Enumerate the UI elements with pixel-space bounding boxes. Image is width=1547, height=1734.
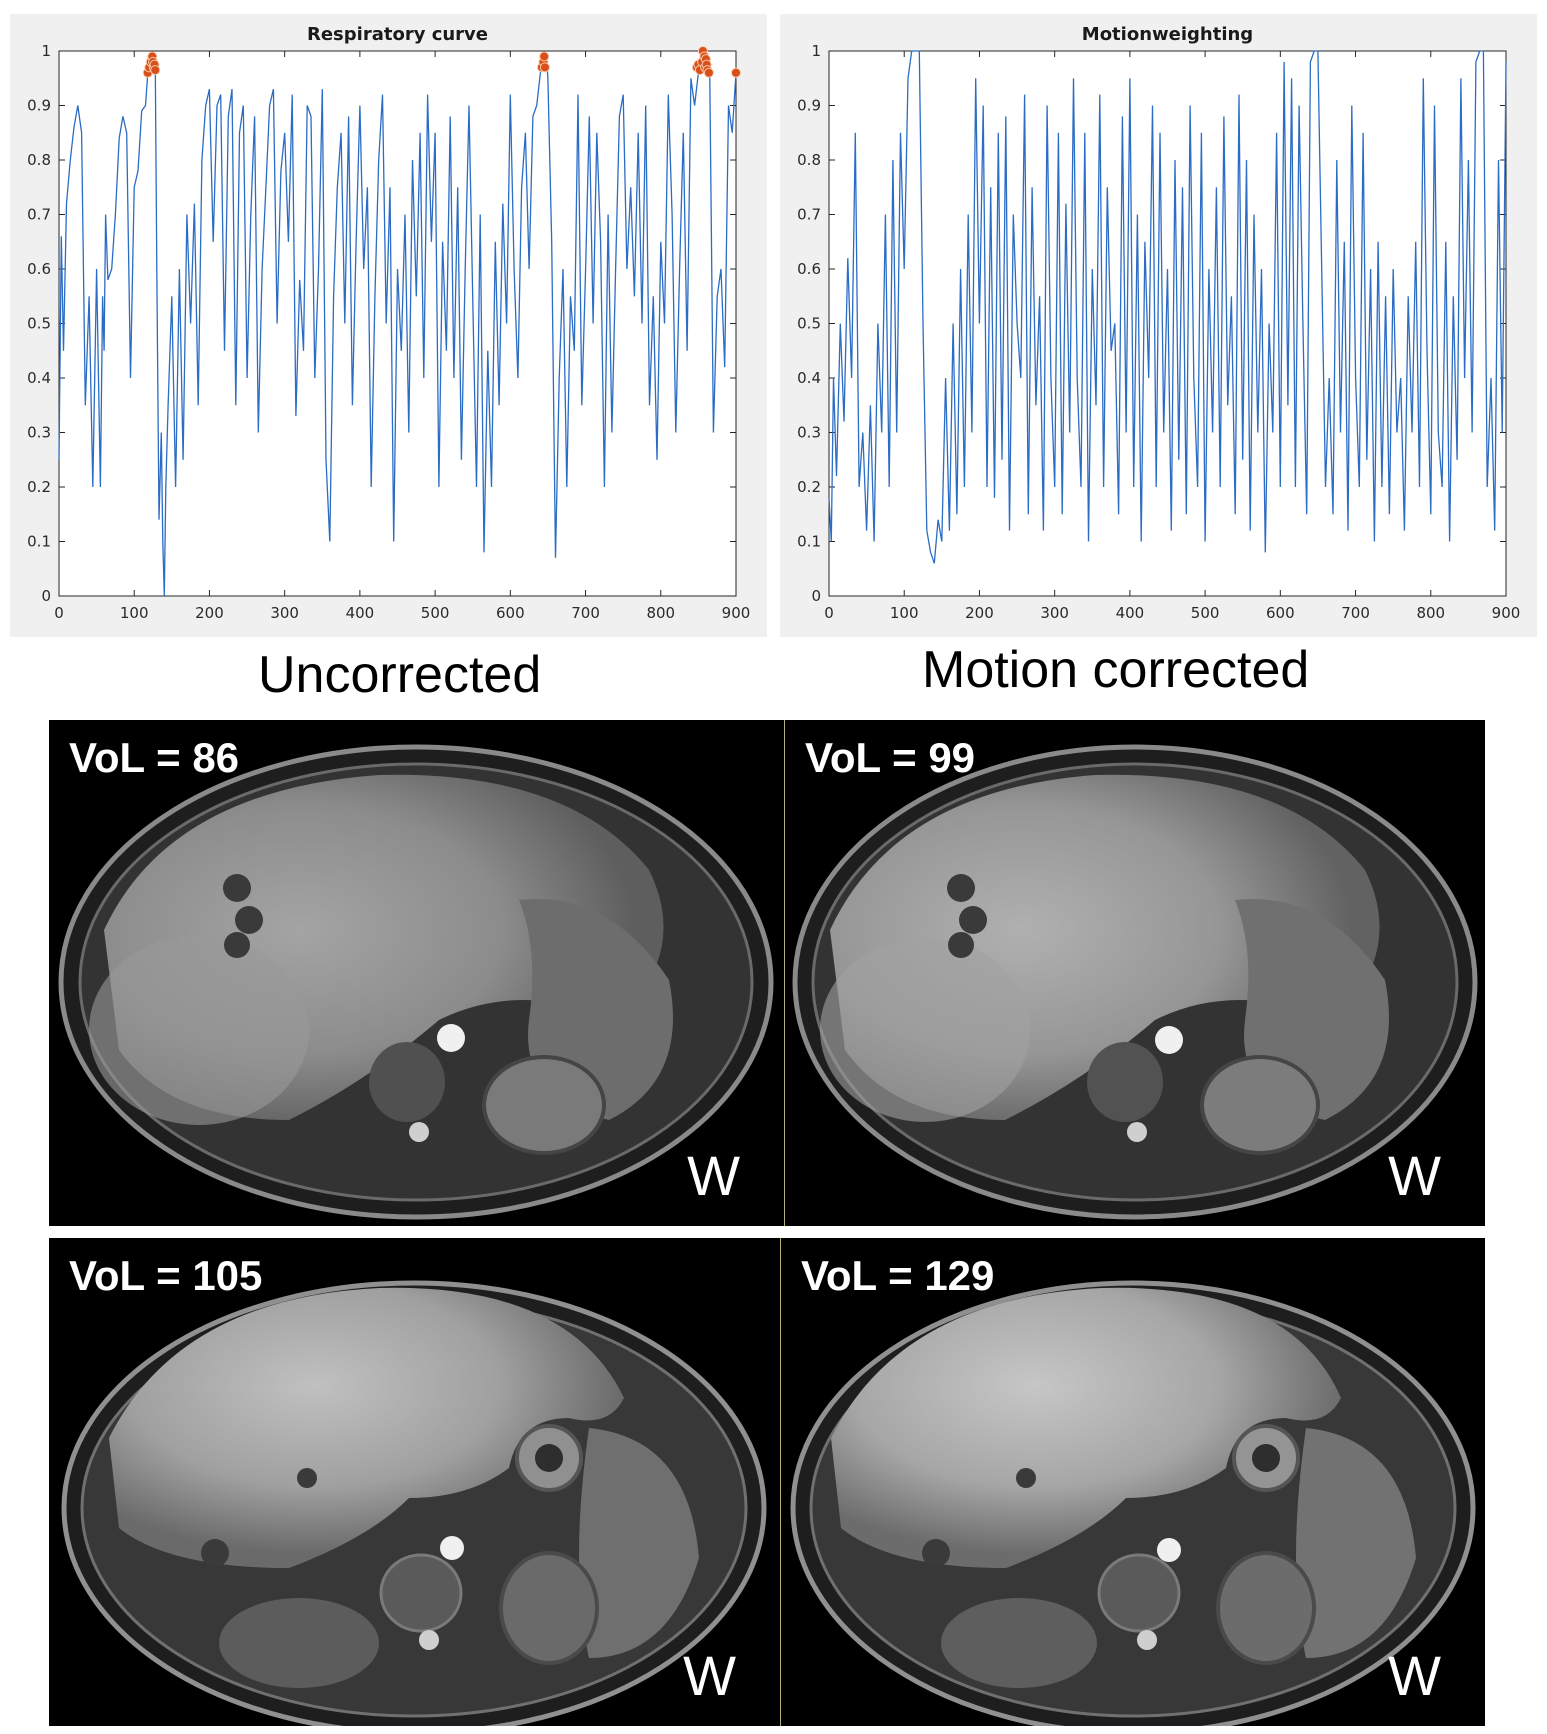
vol-label: VoL = 86 xyxy=(69,734,240,781)
mri-image-uncorrected-2: VoL = 105 W xyxy=(49,1238,780,1726)
x-tick-label: 600 xyxy=(1266,604,1295,622)
image-divider xyxy=(780,1238,781,1726)
y-tick-label: 0.9 xyxy=(27,97,51,115)
y-tick-label: 0.5 xyxy=(797,315,821,333)
y-tick-label: 0.8 xyxy=(27,151,51,169)
y-tick-label: 0 xyxy=(41,587,51,605)
w-label: W xyxy=(1388,1144,1441,1207)
x-tick-label: 900 xyxy=(1492,604,1521,622)
y-tick-label: 0.4 xyxy=(797,369,821,387)
x-tick-label: 100 xyxy=(890,604,919,622)
y-tick-label: 0.5 xyxy=(27,315,51,333)
mri-scan-image xyxy=(792,744,1478,1220)
chart-title: Respiratory curve xyxy=(307,24,488,45)
mri-scan-image xyxy=(790,1280,1476,1726)
chart-title: Motionweighting xyxy=(1082,24,1253,45)
x-tick-label: 900 xyxy=(722,604,751,622)
y-tick-label: 0.7 xyxy=(797,206,821,224)
plot-area xyxy=(58,50,737,597)
mri-scan-image xyxy=(61,1280,767,1726)
x-tick-label: 400 xyxy=(1116,604,1145,622)
y-tick-label: 0.4 xyxy=(27,369,51,387)
x-tick-label: 200 xyxy=(965,604,994,622)
w-label: W xyxy=(683,1644,736,1707)
y-tick-label: 1 xyxy=(41,42,51,60)
y-tick-label: 0.2 xyxy=(27,478,51,496)
y-tick-label: 0.6 xyxy=(797,260,821,278)
mri-row-2: VoL = 105 W VoL = 129 W xyxy=(49,1238,1485,1726)
x-tick-label: 500 xyxy=(1191,604,1220,622)
y-tick-label: 0.3 xyxy=(27,424,51,442)
x-tick-label: 800 xyxy=(1416,604,1445,622)
y-tick-label: 0.3 xyxy=(797,424,821,442)
motionweighting-chart: Motionweighting 0 0.1 0.2 0.3 0.4 0.5 0.6 0.7 0.8… xyxy=(797,24,1521,622)
y-tick-label: 0.8 xyxy=(797,151,821,169)
vol-label: VoL = 99 xyxy=(805,734,976,781)
x-tick-label: 600 xyxy=(496,604,525,622)
y-tick-label: 0.1 xyxy=(797,533,821,551)
x-tick-label: 200 xyxy=(195,604,224,622)
series-line xyxy=(58,54,737,597)
y-tick-label: 1 xyxy=(811,42,821,60)
mri-image-corrected-1: VoL = 99 W xyxy=(785,720,1485,1226)
respiratory-curve-panel: Respiratory curve 0 0.1 0.2 0.3 0.4 0.5 0.6 0.7 0… xyxy=(10,14,767,637)
y-tick-label: 0 xyxy=(811,587,821,605)
motion-corrected-heading: Motion corrected xyxy=(922,641,1310,699)
x-tick-label: 300 xyxy=(270,604,299,622)
y-tick-label: 0.2 xyxy=(797,478,821,496)
x-tick-label: 300 xyxy=(1040,604,1069,622)
x-tick-label: 700 xyxy=(571,604,600,622)
peak-marker xyxy=(731,67,741,78)
image-divider xyxy=(784,720,785,1226)
y-tick-label: 0.9 xyxy=(797,97,821,115)
y-tick-label: 0.6 xyxy=(27,260,51,278)
motionweighting-panel: Motionweighting 0 0.1 0.2 0.3 0.4 0.5 0.6 0.7 0.8… xyxy=(780,14,1537,637)
x-tick-label: 700 xyxy=(1341,604,1370,622)
vol-label: VoL = 129 xyxy=(801,1252,995,1299)
x-tick-label: 500 xyxy=(421,604,450,622)
peak-marker xyxy=(703,67,714,78)
y-tick-label: 0.1 xyxy=(27,533,51,551)
vol-label: VoL = 105 xyxy=(69,1252,263,1299)
series-line xyxy=(828,50,1507,564)
peak-marker xyxy=(539,51,550,62)
respiratory-curve-chart: Respiratory curve 0 0.1 0.2 0.3 0.4 0.5 0.6 0.7 0… xyxy=(27,24,751,622)
uncorrected-heading: Uncorrected xyxy=(258,646,542,704)
w-label: W xyxy=(1388,1644,1441,1707)
mri-image-corrected-2: VoL = 129 W xyxy=(781,1238,1485,1726)
w-label: W xyxy=(687,1144,740,1207)
y-tick-label: 0.7 xyxy=(27,206,51,224)
mri-image-uncorrected-1: VoL = 86 W xyxy=(49,720,784,1226)
x-tick-label: 400 xyxy=(346,604,375,622)
x-tick-label: 0 xyxy=(54,604,64,622)
peak-marker xyxy=(539,62,550,73)
mri-row-1: VoL = 86 W VoL = 99 W xyxy=(49,720,1485,1226)
x-tick-label: 100 xyxy=(120,604,149,622)
x-tick-label: 0 xyxy=(824,604,834,622)
x-tick-label: 800 xyxy=(646,604,675,622)
mri-scan-image xyxy=(58,744,774,1220)
peak-marker xyxy=(150,65,161,76)
